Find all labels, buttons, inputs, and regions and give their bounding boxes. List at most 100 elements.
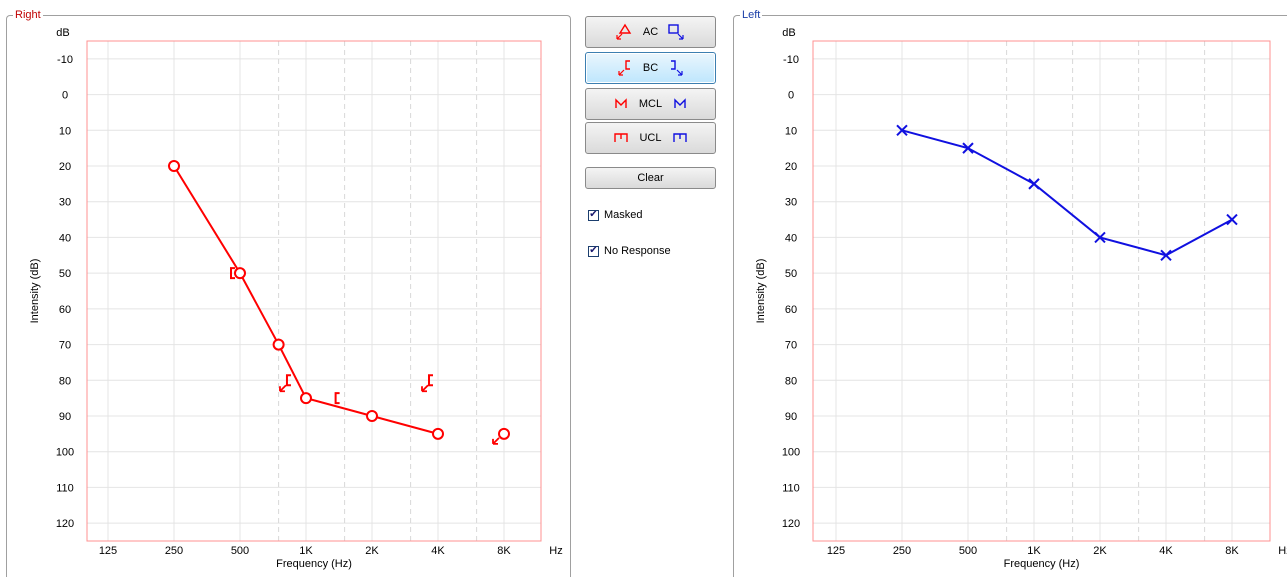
x-tick-label: 500	[959, 545, 977, 557]
x-tick-label: 2K	[1093, 545, 1107, 557]
no-response-checkbox-box[interactable]: ✔	[588, 245, 599, 257]
bc-button-label: BC	[642, 62, 659, 74]
x-unit-label: Hz	[549, 545, 562, 557]
left-ac-symbol-icon	[668, 24, 684, 40]
y-tick-label: -10	[783, 54, 799, 66]
clear-button-label: Clear	[637, 172, 664, 184]
left-bc-symbol-icon	[671, 60, 683, 76]
x-tick-label: 8K	[1225, 545, 1239, 557]
y-tick-label: 40	[59, 232, 71, 244]
right-ear-panel-title: Right	[13, 8, 43, 22]
x-tick-label: 4K	[431, 545, 445, 557]
x-tick-label: 250	[893, 545, 911, 557]
data-point-circle	[366, 410, 378, 422]
data-point-circle	[498, 427, 510, 440]
data-point-circle	[300, 392, 312, 405]
x-tick-label: 8K	[497, 545, 511, 557]
x-tick-label: 250	[165, 545, 183, 557]
data-point-circle	[168, 160, 180, 172]
no-response-arrow	[279, 384, 287, 393]
right-ac-symbol-icon	[616, 23, 632, 40]
y-tick-label: 110	[56, 482, 74, 494]
y-tick-label: 100	[782, 447, 800, 459]
y-tick-label: 120	[782, 518, 800, 530]
y-tick-label: 30	[785, 197, 797, 209]
right-mcl-symbol-icon	[615, 98, 627, 108]
data-point-bc-masked	[285, 374, 291, 387]
masked-checkbox[interactable]: ✔ Masked	[588, 209, 643, 221]
data-point-x	[1226, 213, 1238, 226]
data-point-circle	[272, 338, 285, 351]
data-point-bc-masked	[230, 267, 235, 280]
x-tick-label: 500	[231, 545, 249, 557]
plot-area-border	[812, 40, 1271, 542]
clear-button[interactable]: Clear	[585, 167, 716, 189]
y-tick-label: 10	[785, 125, 797, 137]
data-point-x	[962, 142, 974, 154]
data-point-bc-masked	[334, 392, 340, 405]
x-tick-label: 4K	[1159, 545, 1173, 557]
data-point-x	[896, 124, 908, 136]
data-point-x	[1028, 178, 1040, 190]
y-tick-label: 20	[785, 161, 797, 173]
ac-button[interactable]: AC	[585, 16, 716, 48]
y-tick-label: 60	[785, 304, 797, 316]
data-point-x	[1160, 249, 1172, 261]
x-unit-label: Hz	[1278, 545, 1287, 557]
left-mcl-symbol-icon	[674, 98, 686, 108]
y-tick-label: 70	[785, 340, 797, 352]
y-unit-label: dB	[782, 27, 795, 39]
mcl-button-label: MCL	[638, 98, 663, 110]
ac-button-label: AC	[642, 26, 659, 38]
y-tick-label: 80	[785, 375, 797, 387]
y-tick-label: 70	[59, 340, 71, 352]
x-axis-title: Frequency (Hz)	[1004, 558, 1080, 570]
mcl-button[interactable]: MCL	[585, 88, 716, 120]
right-bc-symbol-icon	[618, 60, 630, 76]
y-tick-label: 0	[788, 90, 794, 102]
no-response-arrow	[492, 437, 500, 445]
right-ear-panel: Right	[6, 8, 571, 577]
data-point-x	[1094, 231, 1106, 244]
y-tick-label: 120	[56, 518, 74, 530]
left-ear-panel-title: Left	[740, 8, 763, 22]
x-axis-title: Frequency (Hz)	[276, 558, 352, 570]
plot-area-border	[86, 40, 542, 542]
x-tick-label: 1K	[299, 545, 313, 557]
right-ucl-symbol-icon	[614, 133, 629, 142]
y-tick-label: 90	[59, 411, 71, 423]
y-tick-label: 40	[785, 232, 797, 244]
y-axis-title: Intensity (dB)	[29, 259, 41, 324]
y-tick-label: 110	[782, 482, 800, 494]
data-point-circle	[432, 427, 444, 440]
x-tick-label: 1K	[1027, 545, 1041, 557]
data-point-bc-masked	[428, 374, 433, 387]
y-unit-label: dB	[56, 27, 69, 39]
y-tick-label: 50	[785, 268, 797, 280]
y-tick-label: 30	[59, 197, 71, 209]
x-tick-label: 125	[99, 545, 117, 557]
y-tick-label: 90	[785, 411, 797, 423]
series-line	[901, 129, 1233, 257]
series-line	[173, 165, 439, 435]
x-tick-label: 2K	[365, 545, 379, 557]
no-response-arrow	[421, 384, 429, 393]
data-point-circle	[234, 267, 246, 280]
y-tick-label: 0	[62, 90, 68, 102]
no-response-checkbox[interactable]: ✔ No Response	[588, 245, 671, 257]
y-tick-label: 60	[59, 304, 71, 316]
y-tick-label: 80	[59, 375, 71, 387]
left-ear-panel: Left	[733, 8, 1287, 577]
ucl-button[interactable]: UCL	[585, 122, 716, 154]
y-tick-label: -10	[57, 54, 73, 66]
y-tick-label: 20	[59, 161, 71, 173]
y-axis-title: Intensity (dB)	[755, 259, 767, 324]
y-tick-label: 50	[59, 268, 71, 280]
left-ucl-symbol-icon	[672, 133, 687, 142]
masked-checkbox-box[interactable]: ✔	[588, 209, 599, 221]
bc-button[interactable]: BC	[585, 52, 716, 84]
no-response-checkbox-label: No Response	[604, 245, 671, 257]
x-tick-label: 125	[827, 545, 845, 557]
